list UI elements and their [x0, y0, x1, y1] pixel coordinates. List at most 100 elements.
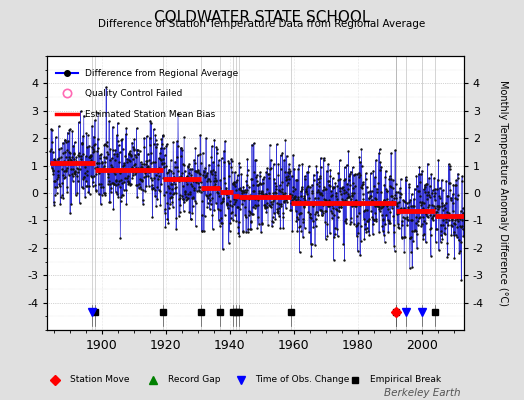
Point	[150, 186, 159, 193]
Point	[316, 207, 325, 214]
Point	[249, 193, 258, 199]
Point	[190, 160, 199, 166]
Point	[96, 166, 104, 173]
Point	[66, 156, 74, 162]
Point	[153, 196, 161, 202]
Point	[264, 171, 272, 178]
Point	[186, 166, 194, 172]
Point	[133, 125, 141, 131]
Point	[125, 158, 134, 164]
Point	[307, 215, 315, 222]
Point	[62, 138, 70, 145]
Point	[429, 202, 438, 209]
Point	[130, 152, 139, 158]
Point	[180, 168, 189, 174]
Point	[212, 200, 220, 206]
Point	[309, 218, 317, 224]
Point	[122, 187, 130, 194]
Point	[197, 189, 205, 196]
Point	[286, 191, 294, 197]
Point	[214, 184, 222, 190]
Point	[58, 180, 67, 186]
Point	[314, 194, 322, 201]
Point	[326, 166, 335, 173]
Point	[295, 162, 303, 168]
Point	[128, 175, 137, 181]
Point	[405, 181, 413, 188]
Point	[331, 206, 340, 213]
Point	[202, 172, 210, 178]
Point	[314, 212, 322, 219]
Point	[433, 208, 442, 215]
Point	[443, 251, 452, 258]
Point	[185, 160, 193, 167]
Point	[116, 170, 124, 177]
Point	[90, 148, 99, 155]
Point	[172, 215, 181, 222]
Point	[412, 214, 420, 221]
Point	[270, 176, 278, 182]
Point	[369, 168, 377, 174]
Point	[111, 189, 119, 195]
Point	[322, 196, 330, 203]
Point	[127, 153, 135, 159]
Point	[89, 182, 97, 189]
Point	[321, 186, 329, 192]
Point	[252, 157, 260, 164]
Point	[443, 254, 452, 260]
Point	[145, 156, 154, 163]
Point	[328, 192, 336, 199]
Point	[76, 166, 84, 173]
Point	[236, 195, 244, 201]
Point	[237, 171, 245, 177]
Point	[284, 180, 292, 186]
Point	[225, 239, 233, 246]
Point	[164, 176, 172, 182]
Point	[281, 169, 289, 175]
Point	[351, 203, 359, 210]
Point	[228, 209, 236, 216]
Point	[296, 222, 304, 229]
Point	[177, 144, 185, 151]
Point	[270, 196, 279, 202]
Point	[173, 168, 182, 174]
Point	[63, 129, 72, 136]
Point	[136, 184, 144, 190]
Point	[374, 202, 382, 209]
Point	[123, 175, 131, 181]
Point	[163, 215, 171, 222]
Point	[403, 206, 412, 212]
Point	[419, 232, 428, 238]
Point	[177, 153, 185, 159]
Point	[278, 191, 287, 197]
Point	[102, 155, 110, 161]
Point	[52, 176, 61, 182]
Point	[226, 202, 234, 208]
Point	[270, 210, 278, 216]
Point	[77, 159, 85, 166]
Point	[256, 180, 264, 186]
Point	[266, 166, 274, 172]
Point	[452, 182, 461, 188]
Point	[409, 238, 417, 244]
Point	[54, 123, 63, 129]
Point	[104, 180, 112, 187]
Point	[129, 146, 138, 152]
Point	[91, 141, 99, 147]
Point	[149, 126, 158, 132]
Point	[236, 185, 244, 192]
Point	[156, 188, 165, 194]
Point	[244, 226, 253, 232]
Point	[194, 168, 202, 174]
Point	[180, 199, 189, 206]
Point	[451, 217, 459, 223]
Point	[268, 218, 277, 225]
Point	[194, 184, 203, 190]
Point	[221, 187, 230, 193]
Point	[121, 167, 129, 173]
Point	[293, 228, 302, 234]
Point	[322, 185, 331, 192]
Point	[222, 189, 230, 195]
Point	[383, 196, 391, 202]
Point	[69, 178, 77, 184]
